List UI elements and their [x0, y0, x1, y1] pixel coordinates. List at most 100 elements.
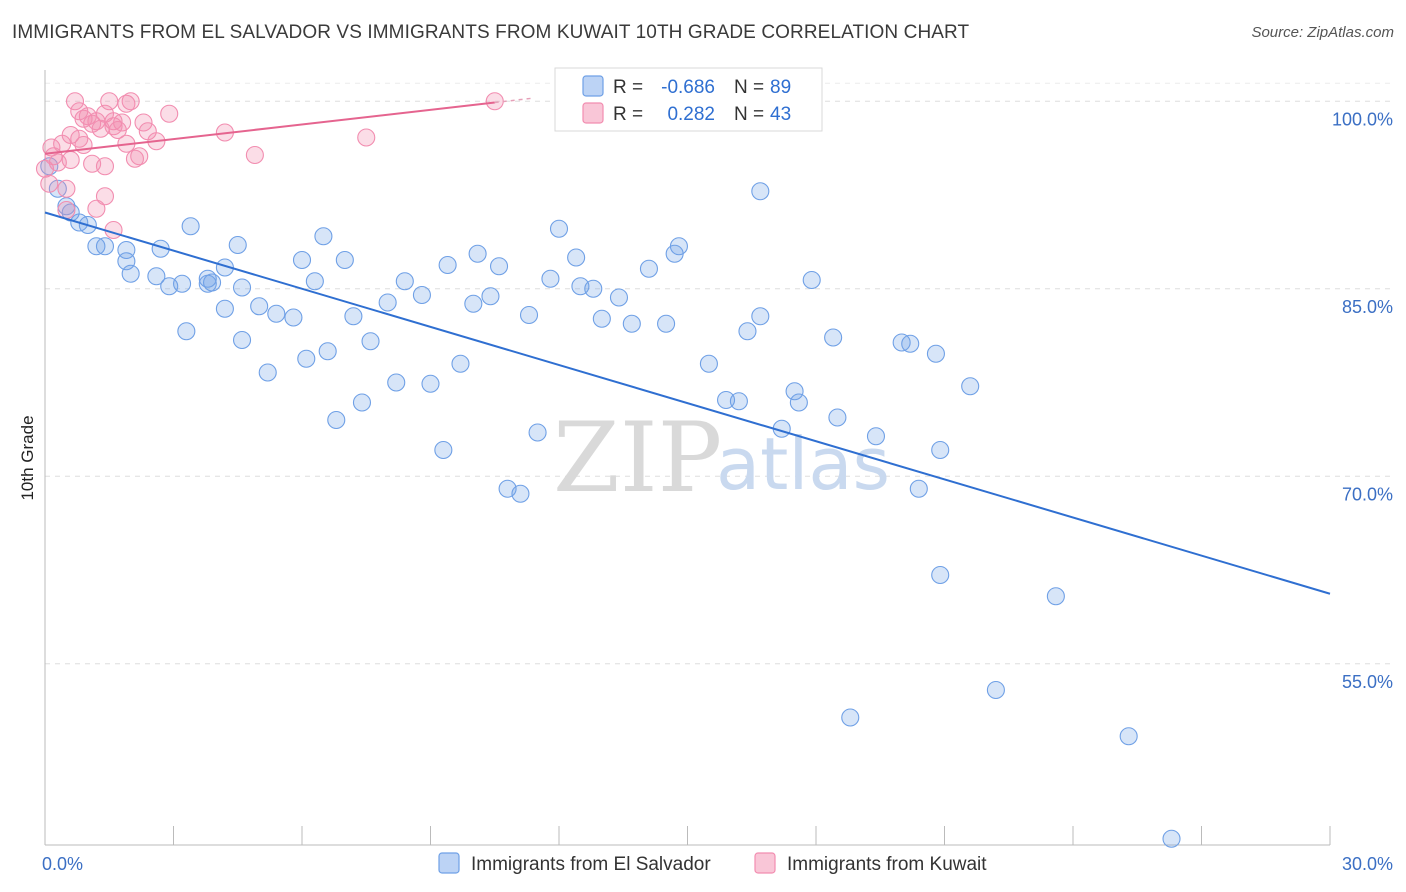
point-kuwait [65, 92, 85, 111]
point-el-salvador [177, 322, 196, 341]
legend-n-value-2: 43 [770, 104, 791, 125]
point-el-salvador [584, 279, 603, 298]
point-kuwait [61, 150, 80, 170]
point-el-salvador [592, 309, 611, 328]
y-tick-label: 85.0% [1342, 297, 1393, 317]
point-kuwait [95, 157, 115, 176]
point-kuwait [87, 199, 106, 218]
point-kuwait [40, 174, 59, 193]
point-el-salvador [657, 314, 676, 333]
point-el-salvador [395, 272, 414, 291]
point-kuwait [160, 104, 179, 123]
trend-line-kuwait [44, 101, 495, 155]
point-el-salvador [468, 244, 487, 263]
point-el-salvador [931, 440, 950, 460]
point-el-salvador [232, 330, 252, 350]
point-kuwait [100, 92, 119, 111]
point-el-salvador [567, 248, 586, 267]
point-el-salvador [121, 264, 140, 283]
source-label: Source: ZipAtlas.com [1251, 24, 1394, 41]
point-el-salvador [215, 299, 234, 318]
point-el-salvador [228, 235, 247, 255]
point-el-salvador [481, 287, 500, 306]
legend-n-value-1: 89 [770, 77, 791, 98]
legend-n-label-1: N = [734, 77, 764, 98]
point-el-salvador [344, 307, 363, 326]
point-kuwait [57, 200, 76, 220]
x-tick-label: 30.0% [1342, 854, 1393, 874]
point-el-salvador [297, 349, 316, 368]
point-el-salvador [511, 484, 530, 503]
point-el-salvador [901, 334, 920, 353]
point-kuwait [130, 147, 149, 166]
watermark: ZIP atlas [553, 402, 890, 514]
point-el-salvador [841, 708, 860, 727]
point-kuwait [113, 113, 132, 132]
point-el-salvador [489, 257, 509, 276]
point-el-salvador [387, 373, 406, 392]
point-el-salvador [314, 227, 333, 246]
watermark-zip: ZIP [553, 402, 722, 514]
axes: 100.0% 85.0% 70.0% 55.0% 0.0% 30.0% [42, 70, 1393, 874]
point-el-salvador [173, 274, 192, 293]
point-el-salvador [318, 342, 337, 361]
point-el-salvador [549, 219, 569, 238]
point-el-salvador [464, 294, 483, 313]
legend-bottom-swatch-el-salvador [438, 852, 460, 874]
point-el-salvador [961, 377, 980, 396]
point-el-salvador [361, 332, 380, 351]
point-el-salvador [232, 278, 252, 297]
y-axis-label: 10th Grade [18, 415, 37, 500]
legend-r-value-1: -0.686 [661, 77, 715, 98]
point-el-salvador [1162, 829, 1181, 848]
point-el-salvador [327, 410, 346, 430]
point-el-salvador [751, 182, 770, 201]
point-el-salvador [352, 393, 372, 412]
point-kuwait [245, 145, 264, 165]
point-el-salvador [824, 328, 843, 347]
point-el-salvador [699, 354, 718, 373]
y-tick-label: 55.0% [1342, 672, 1393, 692]
point-el-salvador [622, 314, 641, 333]
point-el-salvador [802, 270, 821, 290]
gridlines [45, 82, 1395, 665]
legend-n-label-2: N = [734, 104, 764, 125]
point-kuwait [485, 92, 504, 111]
legend-bottom-kuwait: Immigrants from Kuwait [787, 854, 987, 875]
data-points [35, 92, 1181, 848]
point-el-salvador [267, 304, 286, 323]
trend-line-el-salvador [44, 211, 1331, 595]
point-el-salvador [292, 250, 312, 270]
legend-r-label-2: R = [613, 104, 643, 125]
x-tick-label: 0.0% [42, 854, 83, 874]
point-el-salvador [305, 272, 324, 291]
trend-lines [44, 97, 1331, 595]
point-el-salvador [421, 374, 440, 393]
point-el-salvador [669, 237, 688, 256]
point-el-salvador [639, 259, 659, 278]
point-el-salvador [258, 363, 277, 382]
point-el-salvador [284, 308, 303, 327]
point-el-salvador [931, 565, 950, 585]
point-el-salvador [716, 390, 736, 410]
point-el-salvador [335, 250, 354, 270]
point-el-salvador [95, 237, 115, 256]
point-kuwait [95, 187, 115, 206]
point-el-salvador [1119, 727, 1138, 746]
point-el-salvador [528, 423, 547, 442]
point-el-salvador [926, 344, 945, 363]
point-el-salvador [541, 269, 560, 288]
point-kuwait [357, 128, 376, 147]
trend-line-kuwait-extension [494, 97, 534, 104]
point-kuwait [134, 113, 153, 132]
chart-title: IMMIGRANTS FROM EL SALVADOR VS IMMIGRANT… [12, 22, 970, 43]
y-tick-label: 70.0% [1342, 484, 1393, 504]
legend-bottom-swatch-kuwait [754, 852, 776, 874]
point-el-salvador [198, 274, 217, 293]
legend-r-label-1: R = [613, 77, 643, 98]
point-el-salvador [438, 255, 457, 275]
point-el-salvador [789, 393, 808, 412]
legend-bottom-el-salvador: Immigrants from El Salvador [471, 854, 711, 875]
point-kuwait [121, 92, 140, 111]
point-el-salvador [451, 354, 470, 373]
